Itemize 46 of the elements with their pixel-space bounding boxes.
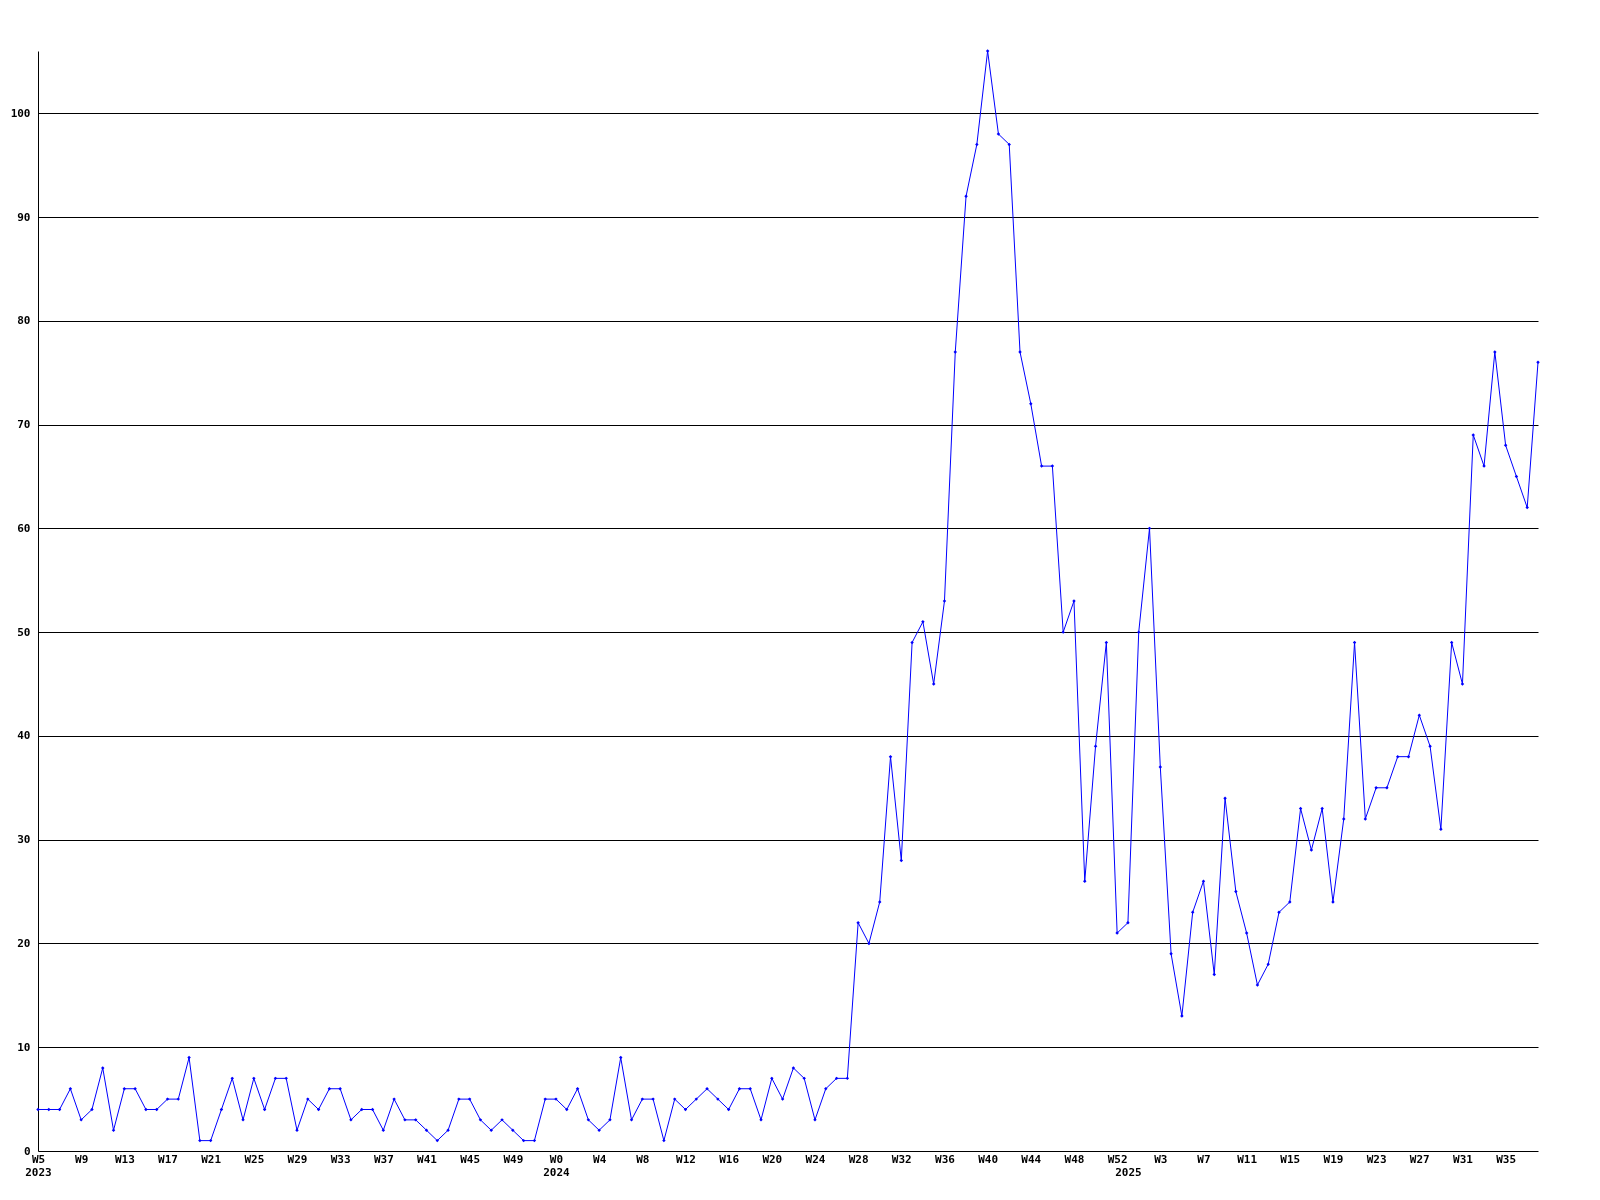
x-tick-label: W45 xyxy=(460,1152,481,1166)
y-tick-label: 100 xyxy=(10,106,31,120)
x-tick-label: W19 xyxy=(1323,1152,1344,1166)
x-tick-label: W11 xyxy=(1237,1152,1258,1166)
x-tick-label: W27 xyxy=(1409,1152,1430,1166)
y-tick-label: 40 xyxy=(17,729,31,743)
x-tick-label: W25 xyxy=(244,1152,265,1166)
x-tick-label: W16 xyxy=(719,1152,740,1166)
x-tick-label: W28 xyxy=(848,1152,869,1166)
x-tick-label: W23 xyxy=(1366,1152,1387,1166)
x-tick-label: W52 xyxy=(1107,1152,1128,1166)
x-tick-label: W21 xyxy=(201,1152,222,1166)
y-tick-label: 20 xyxy=(17,936,31,950)
x-tick-label: W20 xyxy=(762,1152,783,1166)
x-tick-label: W35 xyxy=(1496,1152,1517,1166)
x-tick-label: W32 xyxy=(891,1152,912,1166)
x-tick-label: 2025 xyxy=(1115,1165,1142,1179)
x-tick-label: W17 xyxy=(158,1152,178,1166)
x-tick-label: W4 xyxy=(593,1152,607,1166)
x-tick-label: W31 xyxy=(1453,1152,1474,1166)
x-tick-label: W12 xyxy=(676,1152,696,1166)
x-tick-label: W15 xyxy=(1280,1152,1301,1166)
y-tick-label: 70 xyxy=(17,418,31,432)
x-tick-label: W41 xyxy=(417,1152,438,1166)
x-tick-label: W49 xyxy=(503,1152,524,1166)
y-tick-label: 50 xyxy=(17,625,31,639)
y-tick-label: 0 xyxy=(23,1144,31,1158)
x-tick-label: W8 xyxy=(636,1152,650,1166)
y-tick-label: 90 xyxy=(17,210,31,224)
y-tick-label: 60 xyxy=(17,521,31,535)
x-tick-label: W13 xyxy=(114,1152,135,1166)
x-tick-label: W29 xyxy=(287,1152,308,1166)
y-tick-label: 30 xyxy=(17,833,31,847)
x-tick-label: W48 xyxy=(1064,1152,1085,1166)
y-tick-label: 10 xyxy=(17,1040,31,1054)
x-tick-label: W9 xyxy=(75,1152,89,1166)
x-tick-label: W0 2024 xyxy=(543,1152,571,1179)
x-tick-label: W37 xyxy=(373,1152,394,1166)
y-tick-label: 80 xyxy=(17,314,31,328)
x-tick-label: W36 xyxy=(935,1152,956,1166)
x-tick-label: W3 xyxy=(1154,1152,1168,1166)
x-tick-label: W24 xyxy=(805,1152,826,1166)
x-tick-label: W40 xyxy=(978,1152,999,1166)
x-tick-label: W7 xyxy=(1197,1152,1211,1166)
x-tick-label: W33 xyxy=(330,1152,351,1166)
x-tick-label: W44 xyxy=(1021,1152,1042,1166)
